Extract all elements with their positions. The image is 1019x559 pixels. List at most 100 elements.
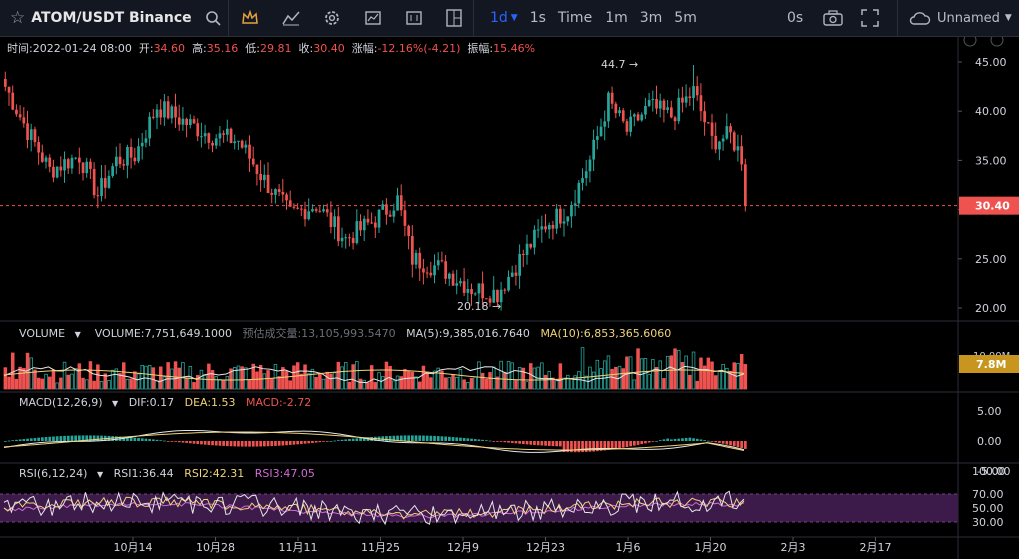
volume-bar <box>129 378 133 390</box>
volume-bar <box>221 379 226 390</box>
volume-bar <box>36 377 41 390</box>
macd-dif: DIF:0.17 <box>128 396 175 409</box>
layout-name[interactable]: Unnamed <box>937 10 1000 26</box>
volume-ma5: MA(5):9,385,016.7640 <box>406 327 530 340</box>
macd-histogram-bar <box>536 441 540 446</box>
chevron-down-icon[interactable]: ▼ <box>1004 13 1012 23</box>
volume-bar <box>710 361 714 390</box>
candle-body <box>55 166 59 178</box>
candle-body <box>96 195 100 197</box>
macd-histogram-bar <box>518 441 521 444</box>
macd-histogram-bar <box>584 441 588 452</box>
chart-type-icon[interactable] <box>364 10 382 26</box>
macd-histogram-bar <box>411 435 414 441</box>
legend-high: 35.16 <box>206 42 239 55</box>
macd-histogram-bar <box>41 437 44 441</box>
chevron-down-icon[interactable]: ▼ <box>510 13 518 23</box>
symbol-section[interactable]: ☆ ATOM/USDT Binance <box>0 0 228 36</box>
layout-icon[interactable] <box>445 9 462 27</box>
macd-histogram-bar <box>507 441 510 443</box>
candle-body <box>503 289 507 291</box>
volume-bar <box>321 378 326 390</box>
candle-body <box>573 203 577 206</box>
volume-bar <box>351 364 355 390</box>
macd-histogram-bar <box>140 438 144 441</box>
candle-body <box>214 138 218 146</box>
volume-title[interactable]: VOLUME <box>19 327 66 340</box>
macd-histogram-bar <box>66 435 70 441</box>
chevron-down-icon[interactable]: ▼ <box>112 399 119 408</box>
candle-body <box>684 96 688 103</box>
macd-histogram-bar <box>129 437 133 441</box>
candle-body <box>592 139 595 160</box>
indicators-icon[interactable] <box>281 10 300 26</box>
search-icon[interactable] <box>205 10 221 26</box>
macd-histogram-bar <box>177 441 181 443</box>
macd-histogram-bar <box>381 436 385 441</box>
candle-body <box>436 260 440 266</box>
macd-histogram-bar <box>492 441 496 442</box>
macd-histogram-bar <box>473 439 477 441</box>
candle-body <box>140 142 144 147</box>
volume-bar <box>447 377 452 390</box>
interval-time[interactable]: Time <box>557 10 593 26</box>
macd-histogram-bar <box>496 441 499 442</box>
camera-icon[interactable] <box>823 10 843 26</box>
candle-body <box>226 128 229 135</box>
macd-histogram-bar <box>566 441 570 453</box>
volume-bar <box>392 380 396 390</box>
time-tick-label: 10月28 <box>196 541 235 554</box>
interval-1s[interactable]: 1s <box>529 10 546 26</box>
volume-bar <box>532 367 537 390</box>
candle-body <box>610 92 614 104</box>
gear-icon[interactable] <box>323 9 341 27</box>
candle-body <box>440 260 444 262</box>
candle-body <box>703 111 706 123</box>
copy-icon[interactable] <box>405 10 423 26</box>
candle-body <box>514 272 518 276</box>
macd-histogram-bar <box>203 441 207 445</box>
volume-bar <box>314 377 318 390</box>
macd-title[interactable]: MACD(12,26,9) <box>19 396 103 409</box>
chevron-down-icon[interactable]: ▼ <box>96 470 104 479</box>
rsi-title[interactable]: RSI(6,12,24) <box>19 467 88 480</box>
crown-icon[interactable] <box>241 10 259 26</box>
legend-open-label: 开: <box>138 42 154 55</box>
volume-bar <box>714 375 718 390</box>
candle-body <box>529 243 533 248</box>
candle-body <box>670 107 673 118</box>
interval-3m[interactable]: 3m <box>639 10 663 26</box>
volume-bar <box>529 363 533 390</box>
candle-body <box>562 221 566 224</box>
chevron-down-icon[interactable]: ▼ <box>74 330 81 339</box>
star-icon[interactable]: ☆ <box>10 8 26 28</box>
interval-1d[interactable]: 1d <box>490 10 508 26</box>
rsi-3: RSI3:47.05 <box>254 467 315 480</box>
legend-change-label: 涨幅: <box>351 42 378 55</box>
interval-1m[interactable]: 1m <box>605 10 628 26</box>
volume-bar <box>158 366 163 390</box>
macd-histogram-bar <box>651 441 655 442</box>
fullscreen-icon[interactable] <box>861 9 879 27</box>
volume-bar <box>688 374 692 390</box>
macd-histogram-bar <box>658 440 662 441</box>
candle-body <box>673 117 677 122</box>
candle-body <box>240 140 244 148</box>
chart-canvas[interactable]: 45.00 40.00 35.00 30.00 25.00 20.00 44.7 → 20.1… <box>0 37 1019 559</box>
macd-histogram-bar <box>259 441 262 447</box>
macd-histogram-bar <box>692 438 695 441</box>
volume-bar <box>14 378 19 390</box>
interval-5m[interactable]: 5m <box>674 10 697 26</box>
volume-estimate: 预估成交量:13,105,993.5470 <box>242 327 396 340</box>
candle-body <box>274 189 277 195</box>
macd-histogram-bar <box>300 441 303 445</box>
symbol-label[interactable]: ATOM/USDT Binance <box>31 10 192 26</box>
volume-bar <box>258 365 263 390</box>
candle-body <box>736 146 740 151</box>
cloud-icon[interactable] <box>909 10 931 26</box>
candle-body <box>322 209 325 212</box>
chart-area[interactable]: 45.00 40.00 35.00 30.00 25.00 20.00 44.7 → 20.1… <box>0 37 1019 559</box>
candle-body <box>248 144 251 159</box>
macd-histogram-bar <box>55 436 59 441</box>
price-tick-label: 20.00 <box>975 302 1007 315</box>
